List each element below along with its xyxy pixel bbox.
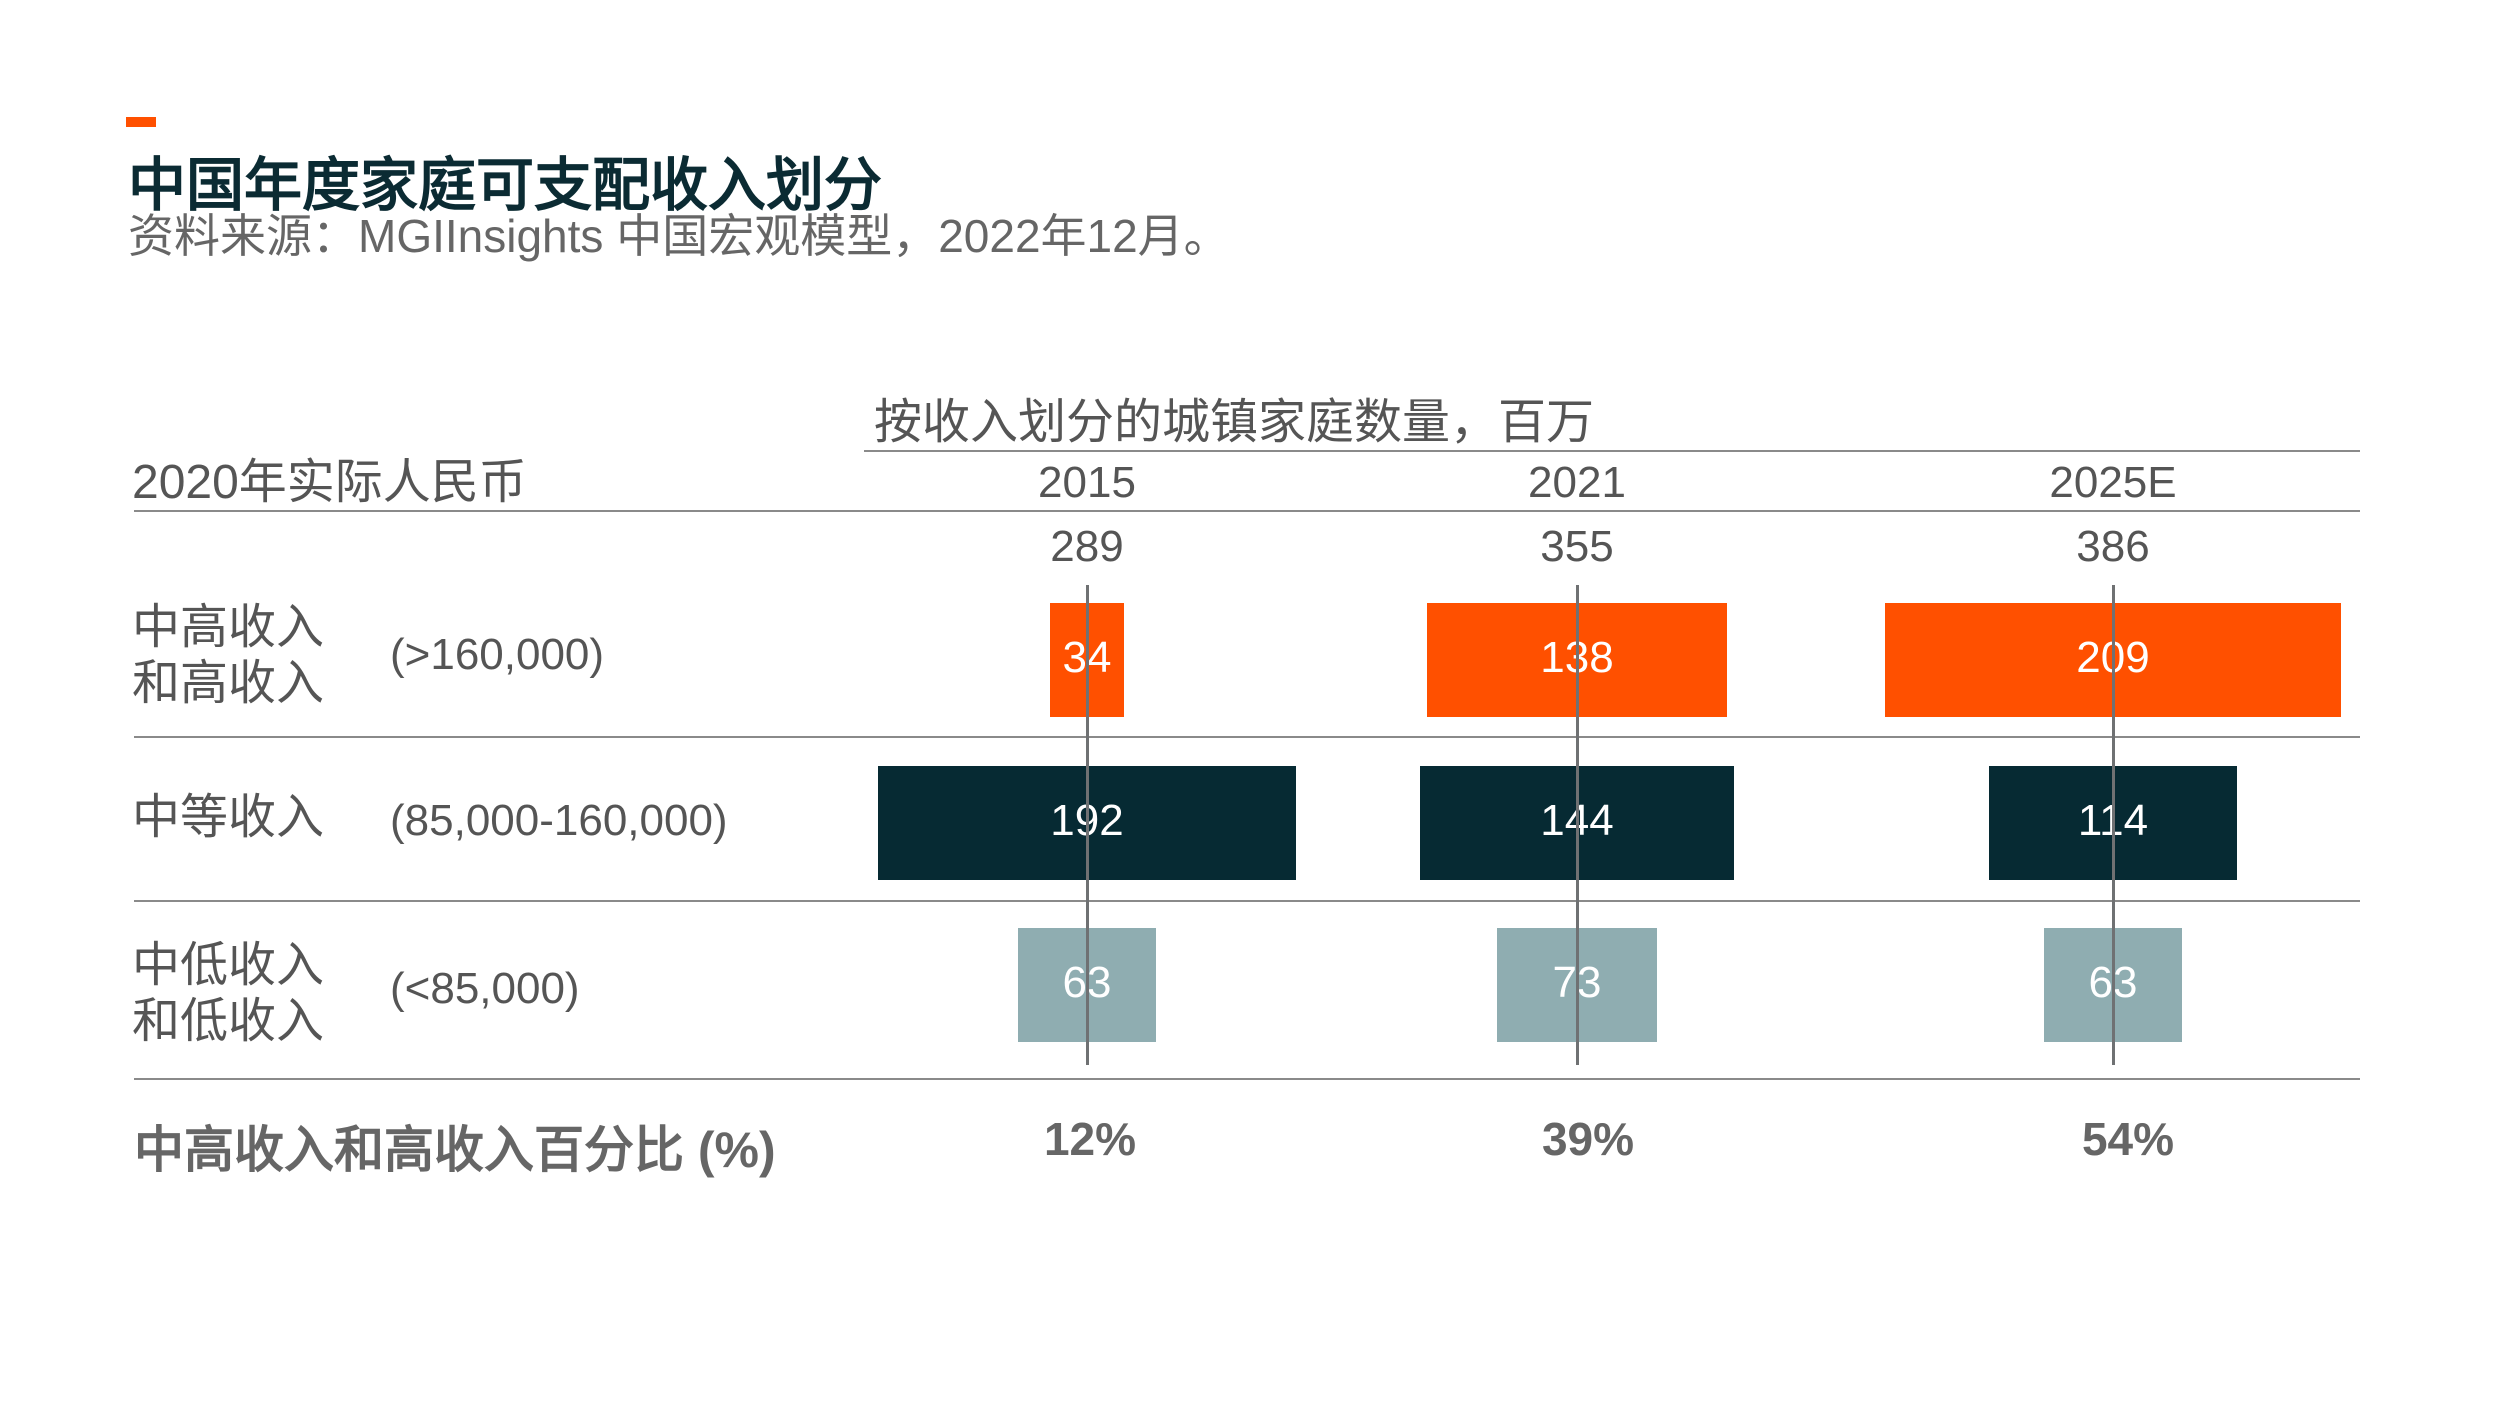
year-label-2015: 2015 [1038, 458, 1136, 507]
footer-label: 中高收入和高收入百分比 (%) [134, 1122, 776, 1178]
header-rule-top [864, 450, 2360, 452]
share-2025e: 54% [2081, 1113, 2175, 1165]
row-range-middle-income: (85,000-160,000) [390, 796, 728, 845]
unit-label: 2020年实际人民币 [132, 456, 527, 509]
total-2015: 289 [1050, 522, 1124, 571]
row-label-high-income: 中高收入和高收入 [132, 601, 325, 710]
share-2021: 39% [1541, 1113, 1635, 1165]
header-rule-bottom [134, 510, 2360, 512]
share-2015: 12% [1043, 1113, 1137, 1165]
year-label-2025e: 2025E [2049, 458, 2177, 507]
total-2021: 355 [1540, 522, 1614, 571]
source-note: 资料来源：MGIInsights 中国宏观模型，2022年12月。 [128, 210, 1230, 262]
accent-dash [126, 117, 156, 127]
group-header: 按收入划分的城镇家庭数量，百万 [874, 396, 1595, 449]
row-divider-2 [134, 900, 2360, 902]
total-2025e: 386 [2076, 522, 2150, 571]
row-label-middle-income: 中等收入 [132, 791, 325, 844]
row-label-low-income: 中低收入和低收入 [132, 939, 325, 1048]
center-line-2025e [2112, 585, 2115, 1065]
year-label-2021: 2021 [1528, 458, 1626, 507]
row-range-high-income: (>160,000) [390, 630, 605, 679]
row-range-low-income: (<85,000) [390, 964, 580, 1013]
row-divider-3 [134, 1078, 2360, 1080]
chart-title: 中国年度家庭可支配收入划分 [128, 153, 883, 218]
center-line-2015 [1086, 585, 1089, 1065]
center-line-2021 [1576, 585, 1579, 1065]
row-divider-1 [134, 736, 2360, 738]
